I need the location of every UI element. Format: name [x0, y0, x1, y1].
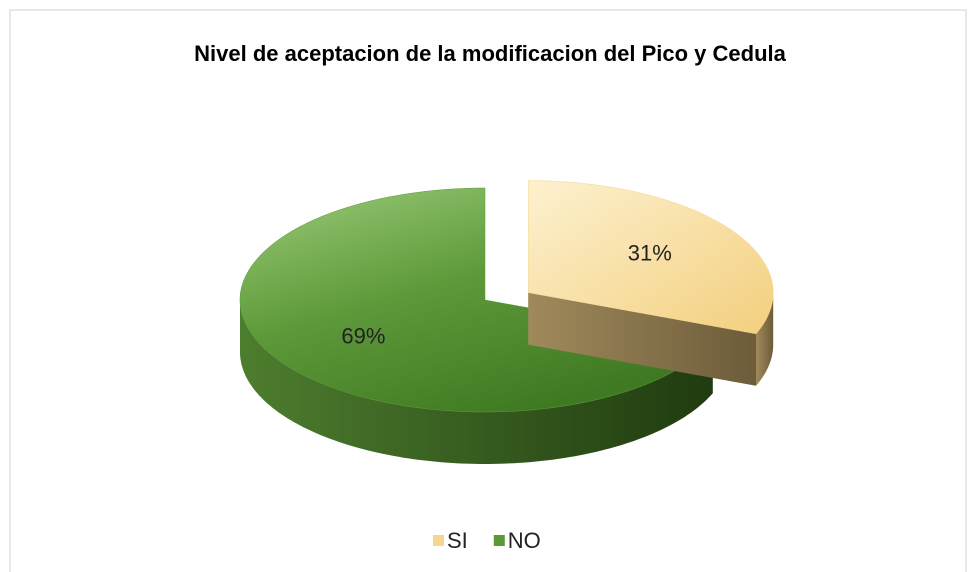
- legend-swatch: [433, 535, 444, 546]
- slice-side: [756, 292, 774, 386]
- slice-side: [528, 292, 756, 386]
- pie-slice: [527, 180, 774, 335]
- legend-swatch: [493, 535, 505, 546]
- data-label: 31%: [628, 241, 672, 266]
- legend-label: NO: [508, 528, 541, 553]
- chart-title: Nivel de aceptacion de la modificacion d…: [194, 41, 786, 66]
- data-label: 69%: [341, 324, 385, 349]
- slice-side: [240, 300, 713, 464]
- legend-label: SI: [447, 528, 468, 553]
- chart-border: [9, 9, 967, 572]
